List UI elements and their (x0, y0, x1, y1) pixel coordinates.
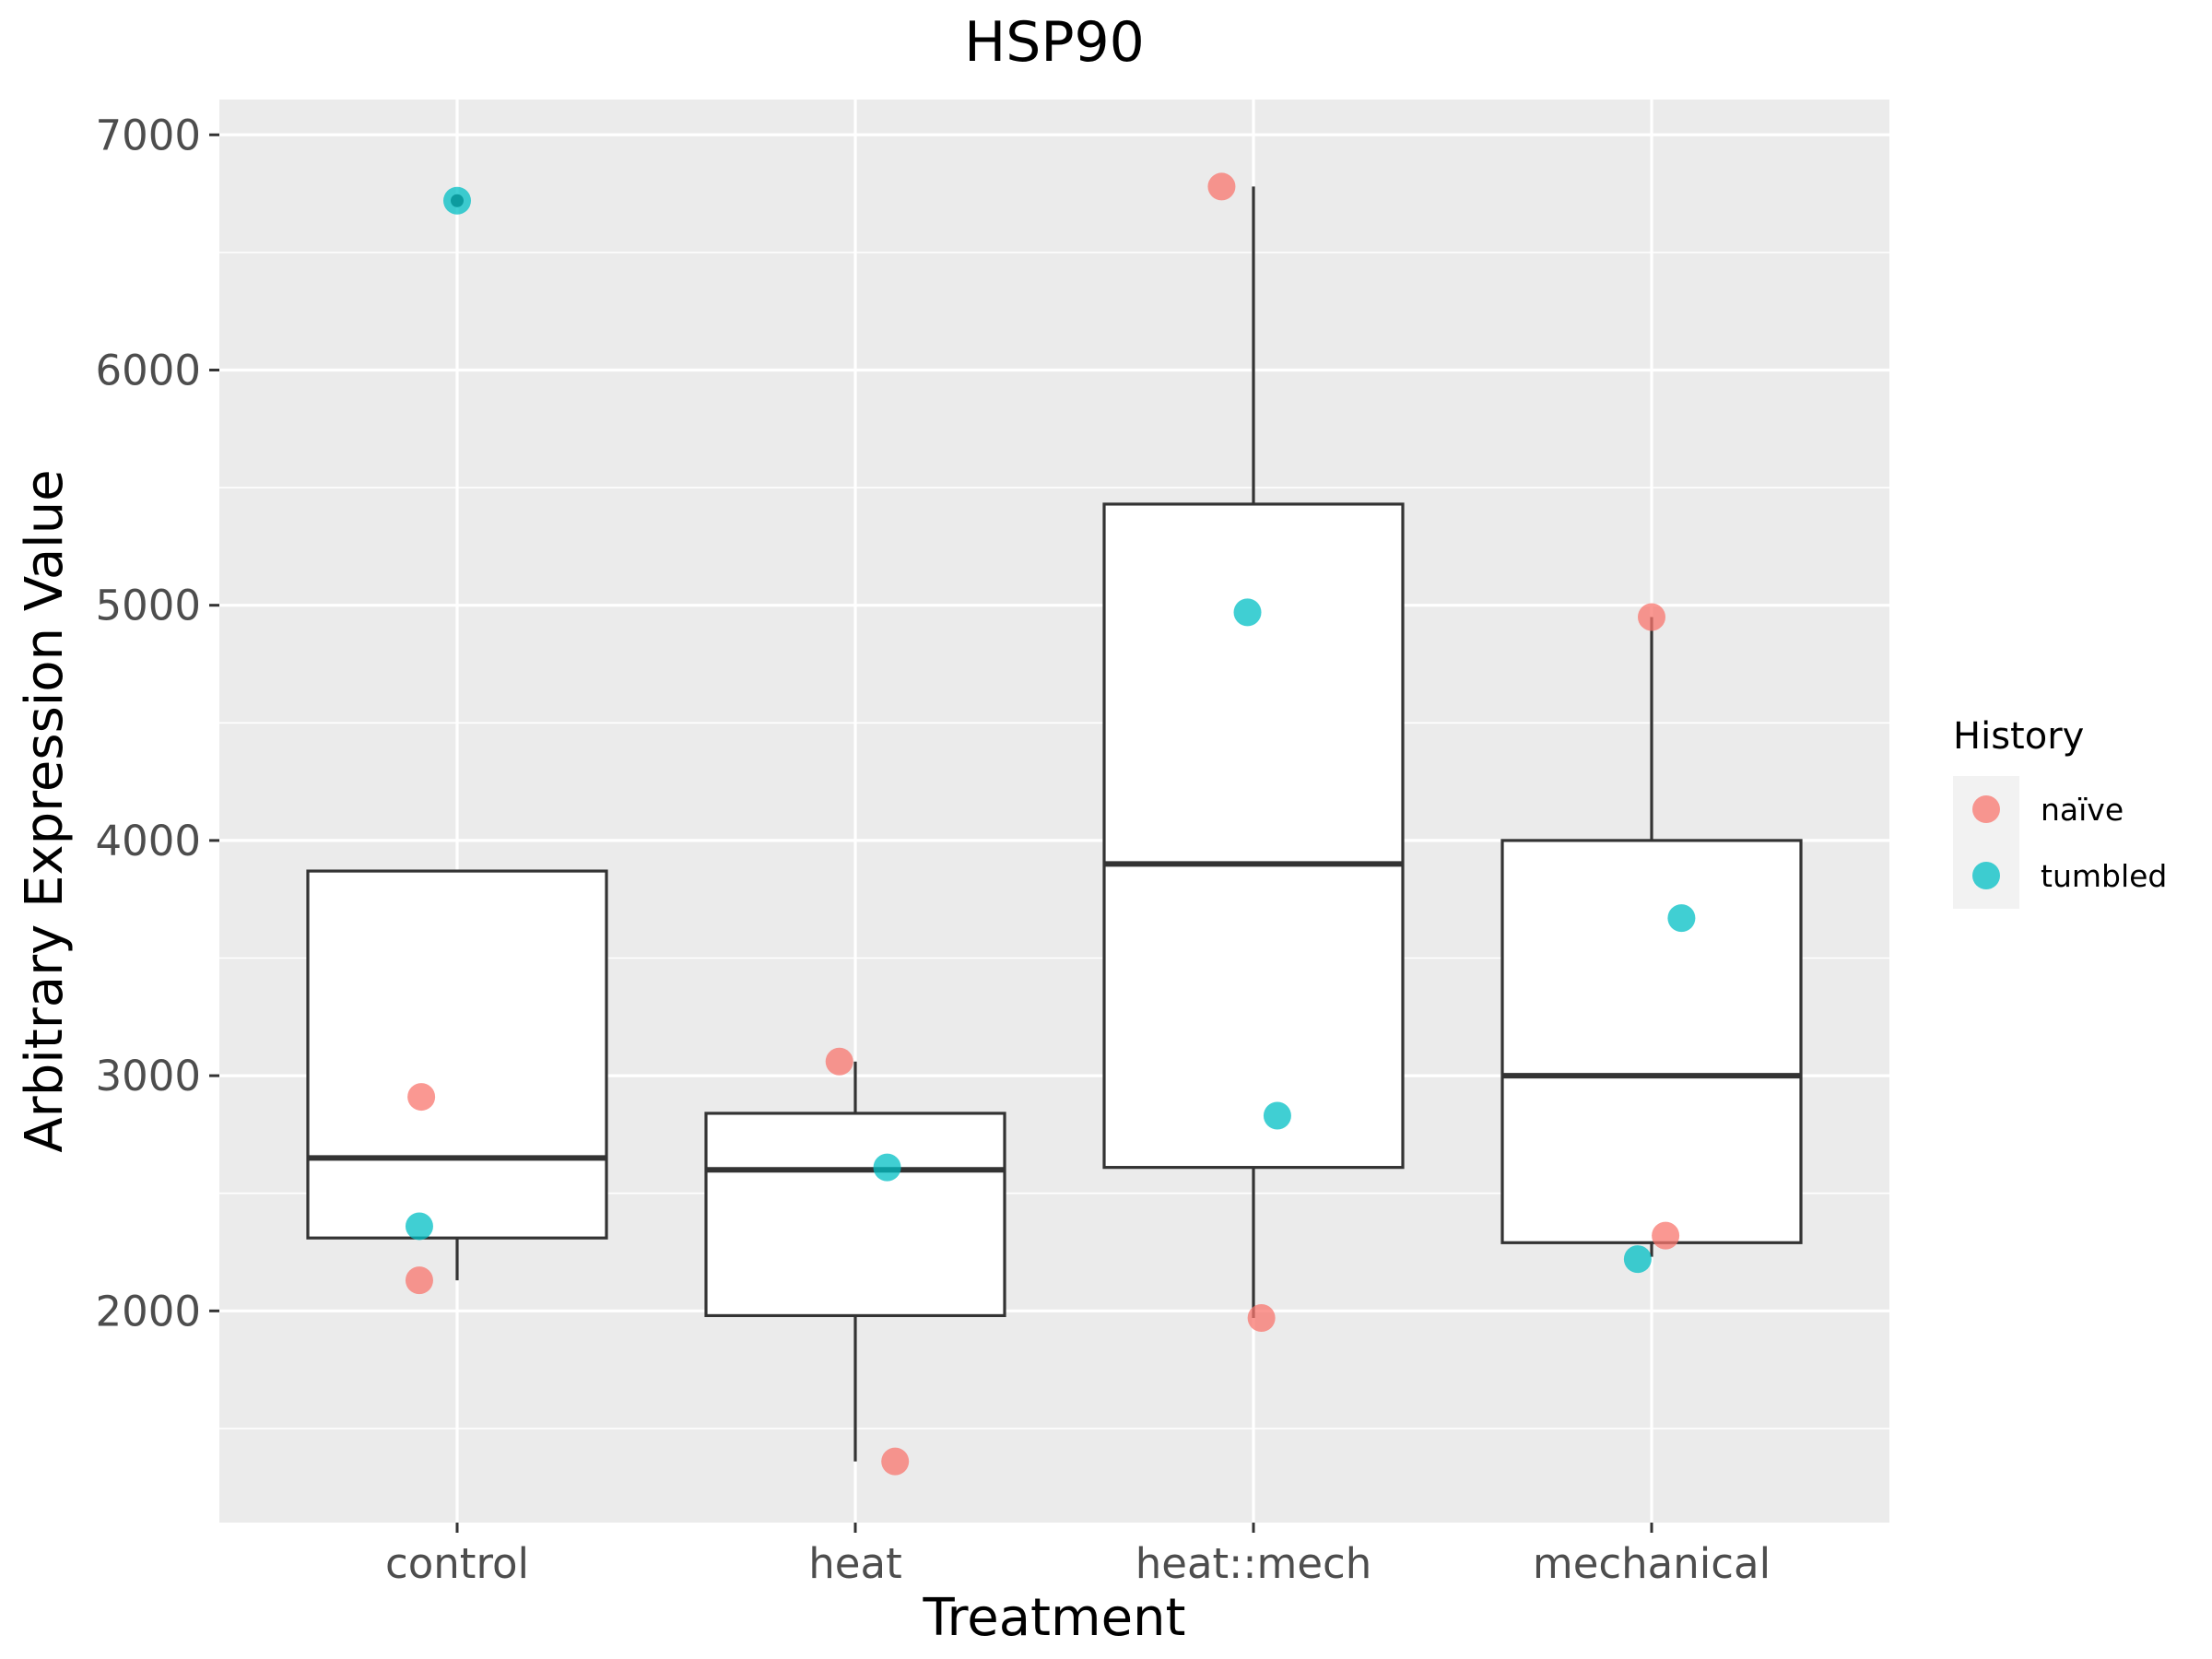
point-naive (1207, 172, 1236, 201)
x-tick-label: heat (808, 1539, 901, 1588)
y-tick-label: 7000 (95, 111, 201, 159)
boxplots (306, 186, 1803, 1462)
legend-key-naive (1972, 795, 2000, 823)
point-tumbled (1667, 904, 1696, 933)
point-naive (1247, 1303, 1276, 1332)
boxplot-heat (704, 1061, 1006, 1462)
x-axis: control heat heat::mech mechanical (385, 1523, 1771, 1588)
y-axis-title: Arbitrary Expression Value (15, 469, 75, 1152)
point-tumbled (443, 186, 471, 215)
y-tick-label: 5000 (95, 582, 201, 630)
legend: History naïve tumbled (1953, 715, 2167, 909)
point-naive (825, 1047, 853, 1076)
legend-label: naïve (2041, 792, 2124, 828)
y-tick-label: 2000 (95, 1287, 201, 1335)
point-tumbled (1623, 1245, 1652, 1274)
point-tumbled (873, 1153, 901, 1182)
y-tick-label: 3000 (95, 1052, 201, 1100)
y-axis: 2000 3000 4000 5000 6000 7000 (95, 111, 219, 1335)
point-naive (407, 1083, 436, 1112)
boxplot-mechanical (1500, 617, 1803, 1257)
point-naive (881, 1447, 910, 1476)
y-tick-label: 4000 (95, 817, 201, 865)
point-naive (1638, 603, 1665, 631)
plot-panel (219, 100, 1889, 1523)
point-naive (405, 1266, 433, 1295)
chart-title: HSP90 (964, 10, 1145, 75)
x-axis-title: Treatment (923, 1588, 1186, 1648)
data-points (405, 172, 1696, 1476)
point-tumbled (1233, 598, 1262, 627)
box-iqr (704, 1112, 1006, 1318)
x-tick-label: heat::mech (1135, 1539, 1372, 1588)
legend-label: tumbled (2041, 858, 2167, 894)
box-iqr (1500, 839, 1803, 1244)
point-naive (1652, 1221, 1680, 1250)
y-tick-label: 6000 (95, 346, 201, 394)
point-tumbled (1263, 1101, 1291, 1130)
legend-key-tumbled (1972, 862, 2000, 889)
box-iqr (306, 869, 608, 1240)
legend-title: History (1953, 715, 2084, 758)
x-tick-label: control (385, 1539, 529, 1588)
x-tick-label: mechanical (1533, 1539, 1771, 1588)
point-tumbled (405, 1212, 433, 1241)
